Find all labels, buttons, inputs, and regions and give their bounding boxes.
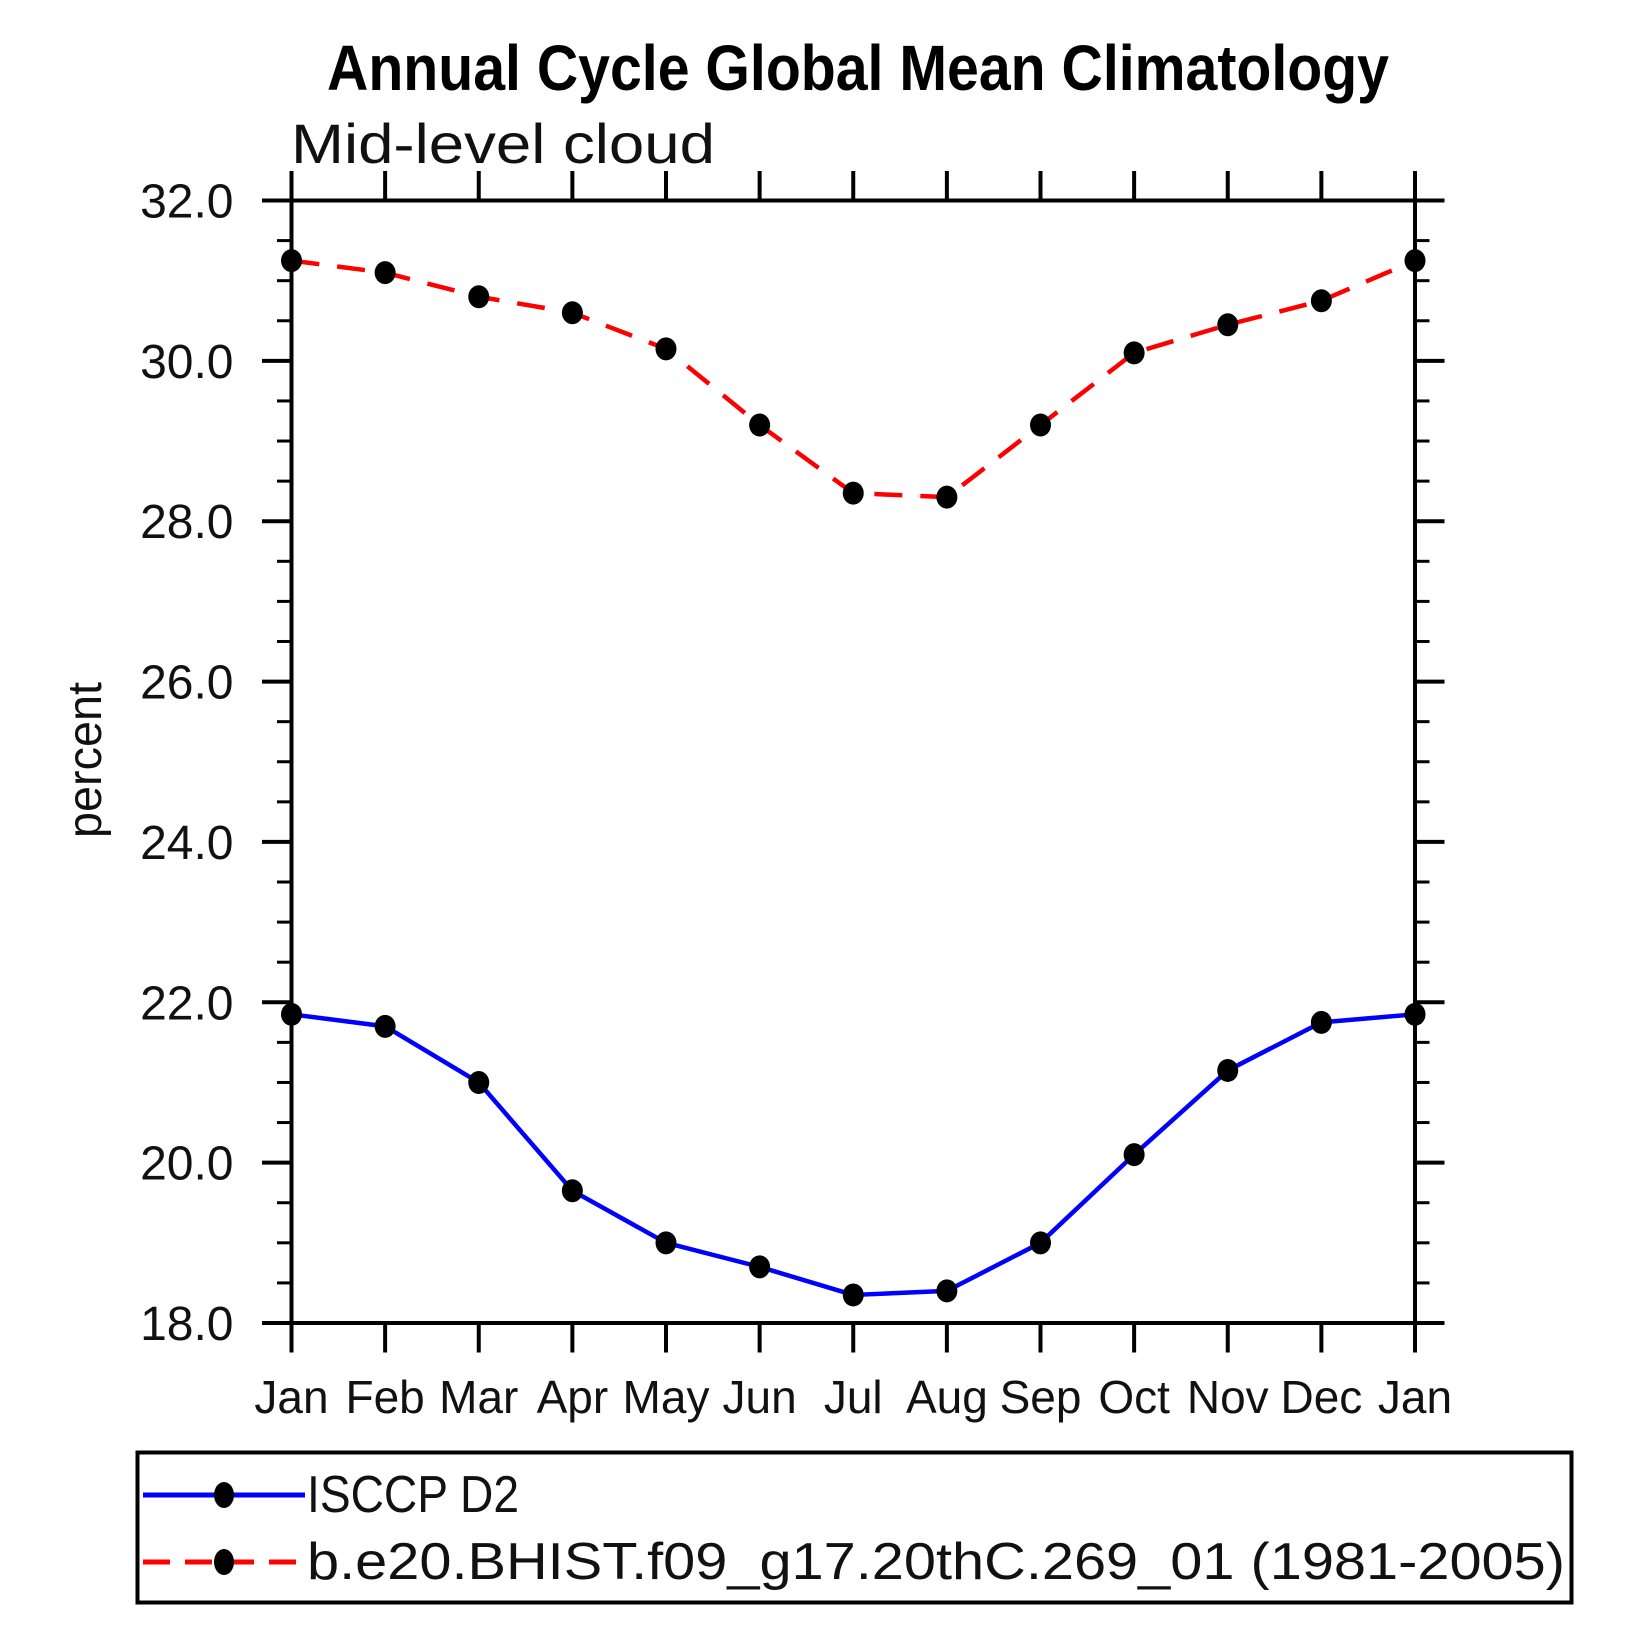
x-tick-label: Nov <box>1187 1371 1269 1423</box>
x-tick-label: Apr <box>537 1371 609 1423</box>
data-point-marker <box>749 413 771 437</box>
data-point-marker <box>1030 1231 1051 1255</box>
legend-label-isccp: ISCCP D2 <box>307 1466 519 1524</box>
y-tick-label: 30.0 <box>140 336 233 389</box>
data-point-marker <box>374 261 396 285</box>
x-tick-label: Oct <box>1098 1371 1170 1423</box>
x-tick-label: Jun <box>723 1371 797 1423</box>
data-point-marker <box>1310 289 1332 313</box>
data-point-marker <box>936 485 958 509</box>
data-point-marker <box>1123 1143 1145 1167</box>
data-point-marker <box>936 1279 958 1303</box>
legend: ISCCP D2 b.e20.BHIST.f09_g17.20thC.269_0… <box>135 1450 1574 1605</box>
legend-label-model: b.e20.BHIST.f09_g17.20thC.269_01 (1981-2… <box>307 1533 1565 1591</box>
data-point-marker <box>1217 313 1239 337</box>
data-point-marker <box>1404 249 1426 273</box>
x-tick-label: Jul <box>824 1371 883 1423</box>
data-point-marker <box>1123 341 1145 365</box>
x-tick-label: Aug <box>906 1371 988 1423</box>
data-point-marker <box>1310 1010 1332 1034</box>
data-point-marker <box>281 1002 302 1026</box>
data-point-marker <box>281 249 302 273</box>
data-point-marker <box>561 1179 583 1203</box>
legend-item-model: b.e20.BHIST.f09_g17.20thC.269_01 (1981-2… <box>143 1533 1565 1591</box>
x-tick-label: Mar <box>439 1371 518 1423</box>
x-tick-label: Dec <box>1280 1371 1362 1423</box>
series-line-0 <box>291 1012 1416 1298</box>
data-point-marker <box>1217 1058 1239 1082</box>
y-tick-label: 18.0 <box>140 1298 233 1351</box>
data-point-marker <box>655 1231 677 1255</box>
chart-title: Annual Cycle Global Mean Climatology <box>327 32 1389 104</box>
data-point-marker <box>1404 1002 1426 1026</box>
x-tick-label: Feb <box>345 1371 424 1423</box>
y-axis-title: percent <box>59 682 112 838</box>
legend-box <box>135 1450 1574 1605</box>
y-tick-label: 20.0 <box>140 1138 233 1191</box>
data-point-marker <box>468 1070 490 1094</box>
legend-marker-circle-icon <box>214 1549 234 1575</box>
data-point-marker <box>749 1255 771 1279</box>
series-line-1 <box>291 258 1416 500</box>
x-tick-label: May <box>623 1371 710 1423</box>
data-point-marker <box>374 1014 396 1038</box>
legend-item-isccp: ISCCP D2 <box>143 1466 519 1524</box>
data-point-marker <box>842 481 864 505</box>
data-point-marker <box>1030 413 1051 437</box>
y-tick-label: 24.0 <box>140 817 233 870</box>
y-tick-label: 28.0 <box>140 496 233 549</box>
y-tick-label: 22.0 <box>140 977 233 1030</box>
data-point-marker <box>561 301 583 325</box>
y-tick-label: 26.0 <box>140 657 233 710</box>
x-tick-label: Sep <box>1000 1371 1082 1423</box>
legend-marker-circle-icon <box>214 1482 234 1508</box>
y-tick-label: 32.0 <box>140 176 233 229</box>
axes: Jan Feb Mar Apr May Jun Jul Aug Sep Oct Nov Dec Jan 1… <box>140 171 1452 1423</box>
x-tick-label: Jan <box>1378 1371 1452 1423</box>
chart-subtitle: Mid-level cloud <box>291 112 715 175</box>
data-point-marker <box>468 285 490 309</box>
x-tick-label: Jan <box>254 1371 328 1423</box>
data-point-marker <box>655 337 677 361</box>
data-point-marker <box>842 1283 864 1307</box>
data-series <box>281 249 1426 1307</box>
